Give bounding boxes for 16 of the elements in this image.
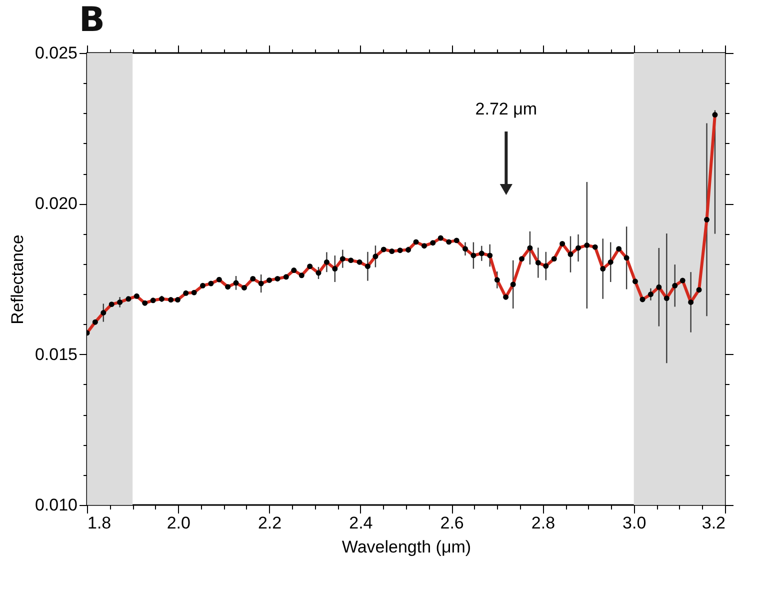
x-tick-label: 3.0 — [622, 514, 646, 532]
x-tick-label: 2.4 — [349, 514, 373, 532]
y-axis-title: Reflectance — [8, 234, 27, 324]
y-tick-label: 0.015 — [34, 344, 78, 364]
x-tick-label: 1.8 — [88, 514, 112, 532]
x-tick-label: 2.2 — [258, 514, 282, 532]
x-tick-label: 2.6 — [440, 514, 464, 532]
x-tick-label: 3.2 — [702, 514, 726, 532]
x-tick-label: 2.8 — [531, 514, 556, 532]
chart-title: B — [79, 0, 105, 40]
y-tick-label: 0.025 — [34, 44, 78, 62]
x-tick-label: 2.0 — [166, 514, 190, 532]
y-tick-label: 0.010 — [34, 496, 78, 514]
y-tick-label: 0.020 — [34, 194, 78, 214]
x-axis-title: Wavelength (μm) — [342, 538, 472, 556]
annotation: 2.72 μm — [475, 100, 538, 118]
